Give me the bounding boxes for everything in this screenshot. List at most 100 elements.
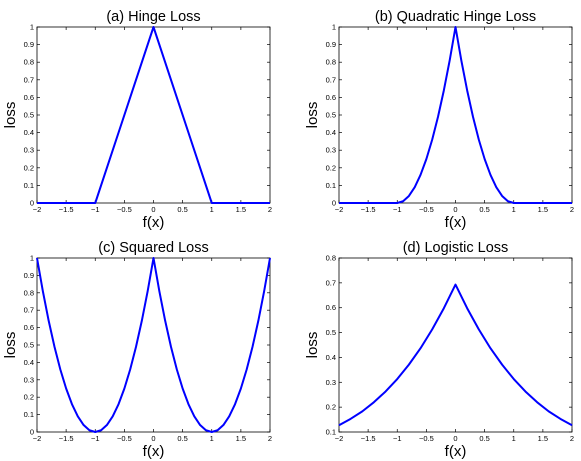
subplot-3: −2 −1.5 −1 −0.5 0 0.5 1 1.5 2 0.1 0.2 0.3 0.4 0.5 0.6 0… — [304, 240, 574, 460]
axes-frame — [338, 26, 573, 204]
axes-frame — [36, 257, 271, 433]
x-tick-label: 1 — [512, 205, 516, 214]
x-tick-label: 0.5 — [177, 434, 187, 443]
y-tick-label: 0 — [30, 199, 34, 208]
chart-title: (d) Logistic Loss — [403, 240, 509, 256]
x-tick-label: 1.5 — [236, 434, 246, 443]
x-tick-label: −2 — [33, 205, 42, 214]
y-tick-label: 0.6 — [326, 93, 336, 102]
y-tick-label: 0.5 — [326, 111, 336, 120]
x-tick-label: 2 — [268, 434, 272, 443]
y-tick-label: 0.4 — [24, 128, 34, 137]
series-line — [37, 26, 270, 204]
x-tick-label: 1.5 — [538, 434, 548, 443]
y-tick-label: 0.6 — [24, 323, 34, 332]
y-axis-label: loss — [304, 332, 321, 359]
x-tick-label: −1 — [91, 205, 100, 214]
x-tick-label: 2 — [570, 205, 574, 214]
y-tick-label: 0.9 — [24, 40, 34, 49]
x-axis-label: f(x) — [143, 443, 165, 460]
chart-title: (b) Quadratic Hinge Loss — [375, 9, 536, 25]
x-tick-label: 0 — [453, 434, 457, 443]
x-tick-label: −0.5 — [117, 434, 132, 443]
chart-title: (a) Hinge Loss — [106, 9, 200, 25]
y-tick-label: 0.7 — [326, 75, 336, 84]
series-line — [339, 26, 572, 204]
y-tick-label: 0.9 — [326, 40, 336, 49]
y-tick-label: 0.2 — [24, 163, 34, 172]
x-tick-label: −0.5 — [419, 205, 434, 214]
x-tick-label: 0 — [151, 205, 155, 214]
subplot-1: −2 −1.5 −1 −0.5 0 0.5 1 1.5 2 0 0.1 0.2 0.3 0.4 0.5 0.6… — [304, 9, 574, 231]
y-tick-label: 1 — [332, 23, 336, 32]
chart-title: (c) Squared Loss — [98, 240, 208, 256]
subplot-2: −2 −1.5 −1 −0.5 0 0.5 1 1.5 2 0 0.1 0.2 0.3 0.4 0.5 0.6… — [2, 240, 272, 460]
subplot-0: −2 −1.5 −1 −0.5 0 0.5 1 1.5 2 0 0.1 0.2 0.3 0.4 0.5 0.6… — [2, 9, 272, 231]
x-tick-label: 0.5 — [479, 205, 489, 214]
y-tick-label: 0.5 — [326, 328, 336, 337]
x-tick-label: −1 — [393, 205, 402, 214]
y-tick-label: 0.2 — [24, 393, 34, 402]
x-tick-label: 1.5 — [236, 205, 246, 214]
series-line — [338, 283, 573, 427]
x-tick-label: 0.5 — [177, 205, 187, 214]
x-tick-label: 1 — [210, 434, 214, 443]
y-tick-label: 0.7 — [326, 278, 336, 287]
x-tick-label: 1 — [210, 205, 214, 214]
x-axis-label: f(x) — [445, 443, 467, 460]
y-tick-label: 0.1 — [326, 181, 336, 190]
axes-frame — [338, 257, 573, 433]
y-axis-label: loss — [2, 332, 19, 359]
y-tick-label: 0.1 — [326, 428, 336, 437]
x-tick-label: −1 — [393, 434, 402, 443]
x-tick-label: 1 — [512, 434, 516, 443]
y-tick-label: 0.3 — [326, 378, 336, 387]
x-tick-label: −1.5 — [59, 205, 74, 214]
x-tick-label: −1.5 — [361, 434, 376, 443]
y-axis-label: loss — [304, 102, 321, 129]
x-tick-label: −1.5 — [361, 205, 376, 214]
y-tick-label: 0.2 — [326, 403, 336, 412]
x-tick-label: 1.5 — [538, 205, 548, 214]
x-tick-label: 0.5 — [479, 434, 489, 443]
y-tick-label: 1 — [30, 23, 34, 32]
y-axis-label: loss — [2, 102, 19, 129]
y-tick-label: 0.7 — [24, 75, 34, 84]
x-axis-label: f(x) — [445, 214, 467, 231]
y-tick-label: 0 — [30, 428, 34, 437]
y-tick-label: 0.2 — [326, 163, 336, 172]
x-axis-label: f(x) — [143, 214, 165, 231]
x-tick-label: −2 — [33, 434, 42, 443]
series-line — [36, 257, 271, 433]
axes-frame — [36, 26, 271, 204]
y-tick-label: 0.4 — [326, 128, 336, 137]
y-tick-label: 0.5 — [24, 341, 34, 350]
y-tick-label: 0.8 — [24, 288, 34, 297]
y-tick-label: 0.8 — [326, 58, 336, 67]
x-tick-label: 2 — [570, 434, 574, 443]
y-tick-label: 0.4 — [24, 358, 34, 367]
y-tick-label: 0.6 — [24, 93, 34, 102]
y-tick-label: 0.8 — [326, 254, 336, 263]
y-tick-label: 0.1 — [24, 410, 34, 419]
y-tick-label: 1 — [30, 254, 34, 263]
y-tick-label: 0.7 — [24, 306, 34, 315]
y-tick-label: 0 — [332, 199, 336, 208]
x-tick-label: 2 — [268, 205, 272, 214]
y-tick-label: 0.6 — [326, 303, 336, 312]
x-tick-label: 0 — [151, 434, 155, 443]
y-tick-label: 0.8 — [24, 58, 34, 67]
y-tick-label: 0.3 — [24, 146, 34, 155]
x-tick-label: −1 — [91, 434, 100, 443]
y-tick-label: 0.3 — [326, 146, 336, 155]
x-tick-label: 0 — [453, 205, 457, 214]
y-tick-label: 0.5 — [24, 111, 34, 120]
x-tick-label: −0.5 — [419, 434, 434, 443]
x-tick-label: −2 — [335, 205, 344, 214]
y-tick-label: 0.4 — [326, 353, 336, 362]
y-tick-label: 0.9 — [24, 271, 34, 280]
y-tick-label: 0.1 — [24, 181, 34, 190]
x-tick-label: −0.5 — [117, 205, 132, 214]
y-tick-label: 0.3 — [24, 375, 34, 384]
